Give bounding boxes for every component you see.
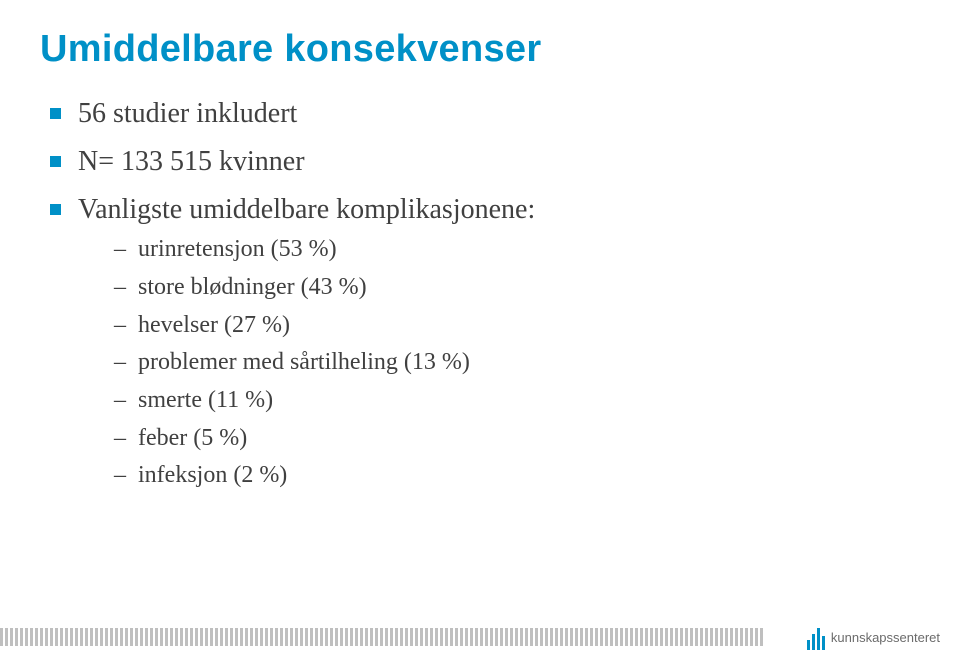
slide-title: Umiddelbare konsekvenser [40,28,920,71]
bullet-item: 56 studier inkludert [50,95,920,133]
sub-bullet-item: smerte (11 %) [114,385,920,417]
sub-bullet-item: infeksjon (2 %) [114,460,920,492]
sub-bullet-list: urinretensjon (53 %) store blødninger (43… [78,234,920,492]
bullet-text: Vanligste umiddelbare komplikasjonene: [78,194,535,225]
bullet-list: 56 studier inkludert N= 133 515 kvinner Va… [40,95,920,492]
footer-stripes [0,628,765,646]
slide: Umiddelbare konsekvenser 56 studier inkl… [0,0,960,664]
bullet-item: N= 133 515 kvinner [50,143,920,181]
sub-bullet-item: problemer med sårtilheling (13 %) [114,347,920,379]
logo: kunnskapssenteret [807,624,940,650]
bullet-text: N= 133 515 kvinner [78,146,305,177]
logo-mark-icon [807,624,827,650]
sub-bullet-item: store blødninger (43 %) [114,272,920,304]
sub-bullet-item: hevelser (27 %) [114,310,920,342]
sub-bullet-item: urinretensjon (53 %) [114,234,920,266]
bullet-text: 56 studier inkludert [78,98,297,129]
bullet-item: Vanligste umiddelbare komplikasjonene: ur… [50,191,920,493]
sub-bullet-item: feber (5 %) [114,423,920,455]
logo-text: kunnskapssenteret [831,630,940,645]
